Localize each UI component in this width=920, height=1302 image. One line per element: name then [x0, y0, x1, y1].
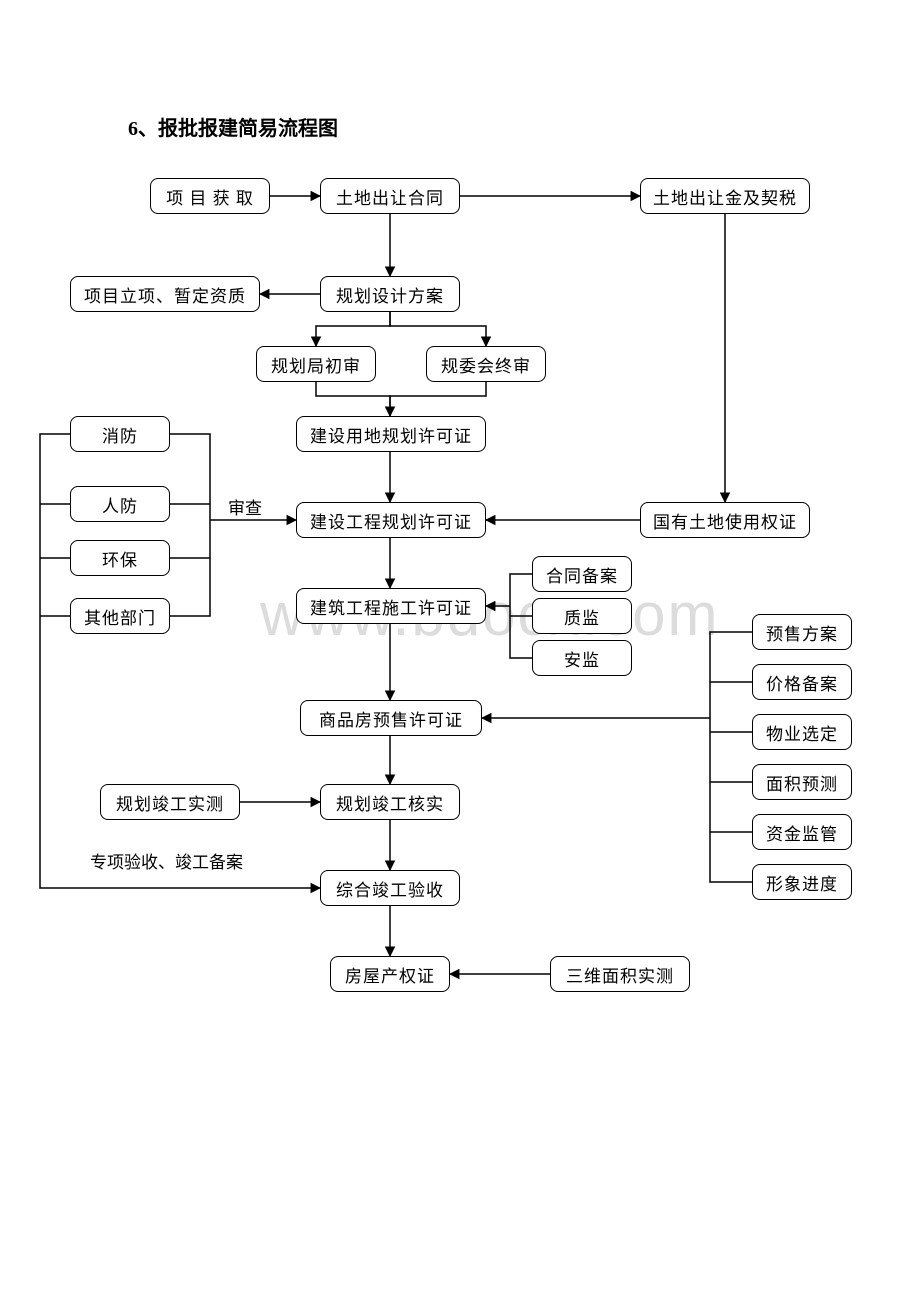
node-n16: 合同备案	[532, 556, 632, 592]
node-n28: 综合竣工验收	[320, 870, 460, 906]
node-n5: 规划设计方案	[320, 276, 460, 312]
node-n3: 土地出让金及契税	[640, 178, 810, 214]
node-n14: 国有土地使用权证	[640, 502, 810, 538]
node-n1: 项 目 获 取	[150, 178, 270, 214]
node-n13: 建设工程规划许可证	[296, 502, 486, 538]
node-n11: 环保	[70, 540, 170, 576]
node-n4: 项目立项、暂定资质	[70, 276, 260, 312]
node-n27: 规划竣工核实	[320, 784, 460, 820]
node-n10: 人防	[70, 486, 170, 522]
page-title: 6、报批报建简易流程图	[128, 112, 338, 141]
node-n30: 三维面积实测	[550, 956, 690, 992]
node-n24: 资金监管	[752, 814, 852, 850]
node-n7: 规委会终审	[426, 346, 546, 382]
label-l2: 专项验收、竣工备案	[90, 848, 243, 873]
node-n17: 质监	[532, 598, 632, 634]
node-n18: 安监	[532, 640, 632, 676]
node-n29: 房屋产权证	[330, 956, 450, 992]
node-n25: 形象进度	[752, 864, 852, 900]
label-l1: 审查	[228, 494, 262, 519]
node-n19: 商品房预售许可证	[300, 700, 482, 736]
node-n23: 面积预测	[752, 764, 852, 800]
node-n21: 价格备案	[752, 664, 852, 700]
node-n8: 建设用地规划许可证	[296, 416, 486, 452]
node-n9: 消防	[70, 416, 170, 452]
node-n15: 建筑工程施工许可证	[296, 588, 486, 624]
node-n12: 其他部门	[70, 598, 170, 634]
node-n2: 土地出让合同	[320, 178, 460, 214]
node-n20: 预售方案	[752, 614, 852, 650]
node-n26: 规划竣工实测	[100, 784, 240, 820]
node-n6: 规划局初审	[256, 346, 376, 382]
node-n22: 物业选定	[752, 714, 852, 750]
